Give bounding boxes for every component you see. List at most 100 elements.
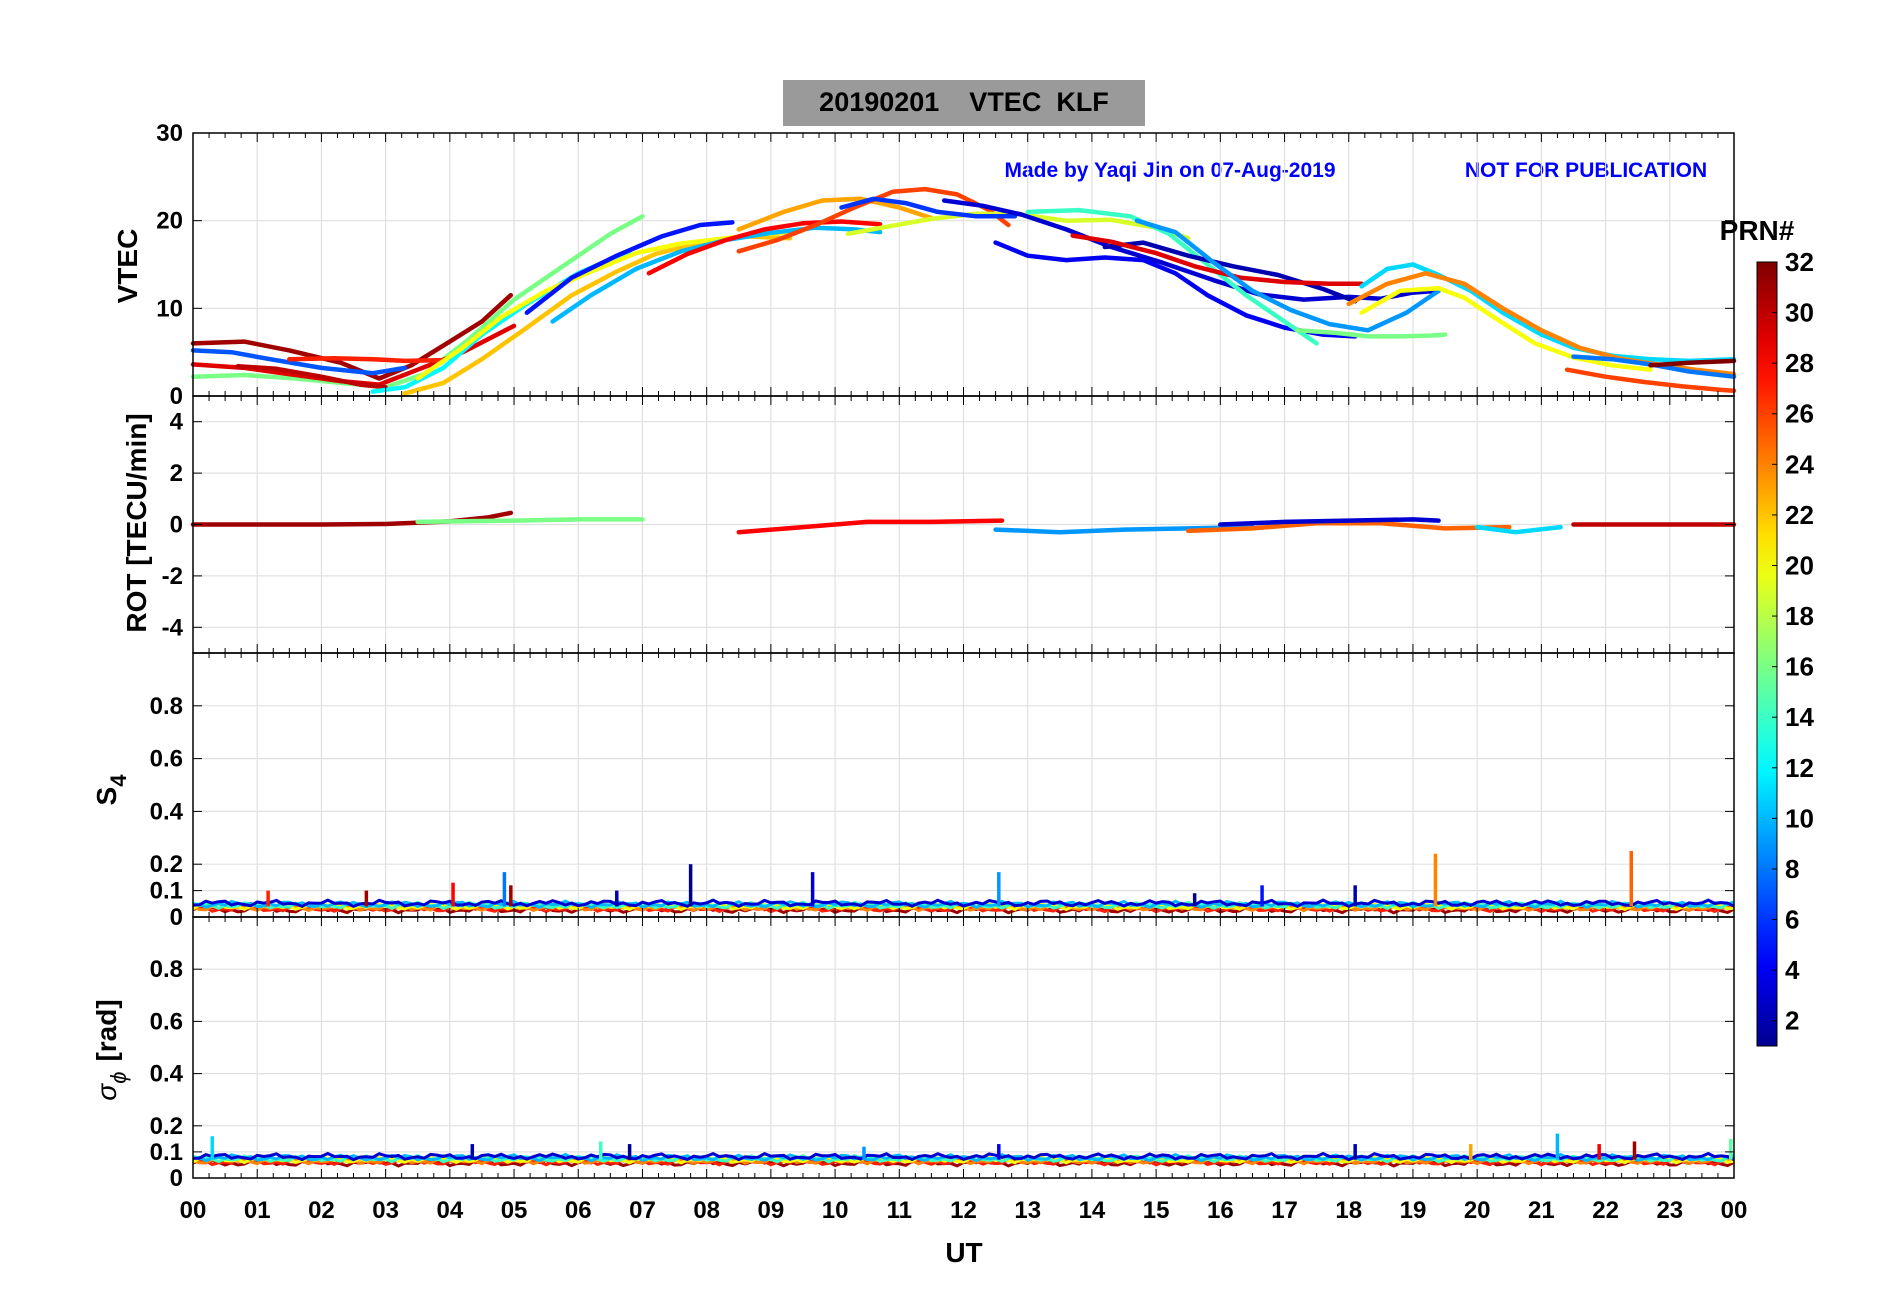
vtec-series-prn5 <box>524 220 735 315</box>
s4-baseline-prn3 <box>192 898 1735 909</box>
x-tick-label: 07 <box>629 1197 656 1224</box>
colorbar-tick-label: 2 <box>1785 1006 1799 1036</box>
x-tick-label: 01 <box>244 1197 271 1224</box>
x-tick-label: 03 <box>372 1197 399 1224</box>
x-tick-label: 04 <box>436 1197 463 1224</box>
s4-ytick-label: 0.8 <box>150 693 183 720</box>
colorbar-tick-label: 10 <box>1785 803 1814 833</box>
x-tick-label: 18 <box>1335 1197 1362 1224</box>
x-tick-label: 10 <box>822 1197 849 1224</box>
colorbar-tick-label: 20 <box>1785 550 1814 580</box>
rot-series-prn25 <box>1185 520 1512 534</box>
sigma-ytick-label: 0.6 <box>150 1008 183 1035</box>
vtec-series-prn20 <box>1359 285 1653 372</box>
sigma-ytick-label: 0 <box>170 1165 183 1192</box>
x-tick-label: 16 <box>1207 1197 1234 1224</box>
x-tick-label: 23 <box>1656 1197 1683 1224</box>
rot-ytick-label: 2 <box>170 460 183 487</box>
x-tick-label: 08 <box>693 1197 720 1224</box>
colorbar-tick-label: 16 <box>1785 652 1814 682</box>
s4-ytick-label: 0.6 <box>150 746 183 773</box>
vtec-series-prn27 <box>287 356 446 364</box>
svg-text:σϕ[rad]: σϕ [rad] <box>91 999 131 1100</box>
svg-text:S4: S4 <box>91 774 131 806</box>
credit-text: Made by Yaqi Jin on 07-Aug-2019 <box>1004 159 1335 182</box>
rot-series-prn3 <box>1218 517 1441 527</box>
x-tick-label: 20 <box>1464 1197 1491 1224</box>
vtec-ytick-label: 0 <box>170 383 183 410</box>
vtec-series-prn14 <box>1025 207 1319 346</box>
rot-series-prn11 <box>1474 524 1563 535</box>
s4-baseline-prn10 <box>192 899 1735 910</box>
sigma-ylabel-suffix: [rad] <box>91 999 122 1061</box>
vtec-series-prn16 <box>1295 328 1448 339</box>
vtec-series-prn7 <box>190 348 408 376</box>
x-tick-label: 00 <box>180 1197 207 1224</box>
sigma-phi-panel: 00.10.2 0.4 0.6 0.8 <box>150 916 1735 1192</box>
vtec-series-prn4 <box>993 240 1358 339</box>
x-tick-label: 02 <box>308 1197 335 1224</box>
x-tick-label: 15 <box>1143 1197 1170 1224</box>
x-tick-labels: 00 01 02 03 04 05 06 07 08 09 10 11 12 13 14 15 16 17 18 19… <box>180 1197 1748 1224</box>
vtec-series-prn11 <box>1359 262 1737 364</box>
rot-ylabel: ROT [TECU/min] <box>121 413 152 632</box>
vtec-series-prn30 <box>235 363 388 390</box>
x-tick-label: 13 <box>1014 1197 1041 1224</box>
sigma-ytick-label: 0.1 <box>150 1139 183 1166</box>
rot-ytick-label: -2 <box>162 563 183 590</box>
vtec-ytick-label: 10 <box>156 295 183 322</box>
s4-ytick-label: 0.4 <box>150 798 184 825</box>
colorbar <box>1756 261 1778 1047</box>
vtec-series-prn6 <box>839 196 1018 219</box>
x-tick-label: 14 <box>1079 1197 1106 1224</box>
x-tick-label: 06 <box>565 1197 592 1224</box>
x-tick-label: 12 <box>950 1197 977 1224</box>
sigma-baseline-prn3 <box>192 1151 1735 1162</box>
vtec-ylabel: VTEC <box>112 229 143 304</box>
vtec-ytick-label: 30 <box>156 120 183 147</box>
rot-panel: -4 -2 0 2 4 <box>162 395 1737 654</box>
sigma-ytick-label: 0.4 <box>150 1061 184 1088</box>
colorbar-tick-label: 24 <box>1785 449 1814 479</box>
rot-ytick-label: -4 <box>162 614 184 641</box>
x-tick-label: 17 <box>1271 1197 1298 1224</box>
vtec-series-prn20 <box>415 229 799 381</box>
x-tick-label: 00 <box>1721 1197 1748 1224</box>
vtec-series-prn23 <box>736 196 934 232</box>
colorbar-tick-label: 12 <box>1785 753 1814 783</box>
s4-ytick-label: 0.2 <box>150 851 183 878</box>
vtec-series-prn3 <box>941 198 1441 302</box>
sigma-baseline-prn10 <box>192 1152 1735 1163</box>
vtec-series-prn32 <box>1648 358 1737 368</box>
rot-series-prn16 <box>415 517 645 525</box>
vtec-series-prn29 <box>1070 233 1364 287</box>
colorbar-tick-label: 6 <box>1785 905 1799 935</box>
vtec-series-prn26 <box>1564 367 1737 393</box>
colorbar-label: PRN# <box>1720 215 1795 246</box>
vtec-panel: 0 10 20 30 <box>156 120 1737 410</box>
rot-ytick-label: 4 <box>170 409 184 436</box>
colorbar-tick-label: 32 <box>1785 247 1814 277</box>
title-box <box>783 80 1145 126</box>
s4-ytick-label: 0.1 <box>150 878 183 905</box>
x-tick-label: 11 <box>887 1197 912 1224</box>
colorbar-tick-label: 8 <box>1785 854 1799 884</box>
sigma-ylabel: σϕ [rad] <box>91 999 131 1100</box>
s4-ytick-label: 0 <box>170 904 183 931</box>
s4-ylabel-sub: 4 <box>106 774 131 787</box>
x-tick-label: 09 <box>758 1197 785 1224</box>
sigma-ytick-label: 0.2 <box>150 1113 183 1140</box>
vtec-series-prn31 <box>190 292 514 381</box>
colorbar-tick-label: 4 <box>1785 955 1800 985</box>
rot-series-prn28 <box>736 518 1005 535</box>
vtec-series-prn2 <box>1102 240 1358 304</box>
s4-panel: 00.10.2 0.4 0.6 0.8 <box>150 652 1735 931</box>
sigma-ylabel-main: σ <box>91 1083 122 1101</box>
s4-ylabel-main: S <box>91 787 122 806</box>
x-tick-label: 21 <box>1528 1197 1555 1224</box>
notice-text: NOT FOR PUBLICATION <box>1465 159 1707 182</box>
colorbar-tick-label: 22 <box>1785 500 1814 530</box>
colorbar-tick-label: 14 <box>1785 702 1814 732</box>
